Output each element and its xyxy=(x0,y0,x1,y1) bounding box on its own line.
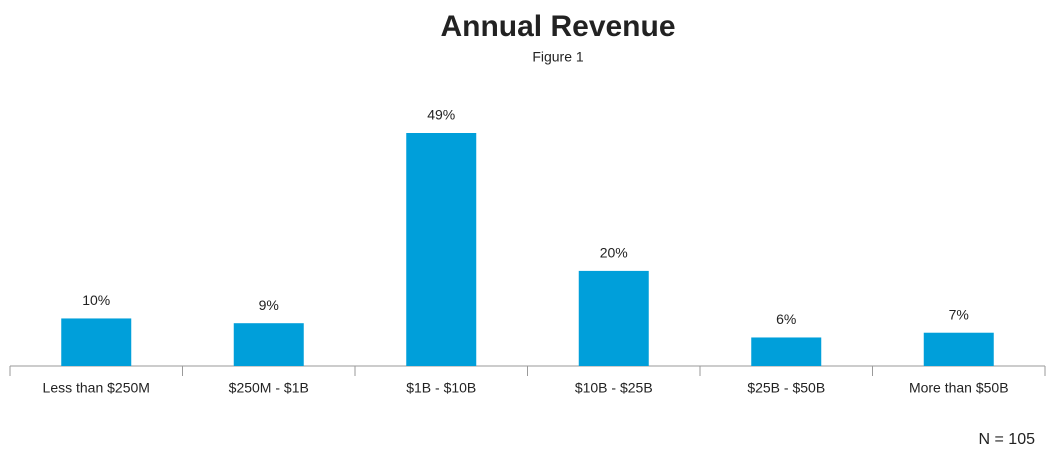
value-label: 6% xyxy=(776,311,796,327)
x-tick-label: Less than $250M xyxy=(43,380,150,396)
x-tick-label: $1B - $10B xyxy=(406,380,476,396)
value-label: 7% xyxy=(949,306,969,322)
value-label: 49% xyxy=(427,107,455,123)
value-label: 20% xyxy=(600,245,628,261)
x-tick-label: $250M - $1B xyxy=(229,380,309,396)
bar xyxy=(751,337,822,366)
bar xyxy=(923,332,994,366)
bar xyxy=(406,133,477,366)
annotation: N = 105 xyxy=(979,431,1036,448)
x-tick-label: $10B - $25B xyxy=(575,380,653,396)
chart-subtitle: Figure 1 xyxy=(532,49,584,65)
bar xyxy=(61,318,132,366)
bar xyxy=(233,323,304,366)
value-label: 10% xyxy=(82,292,110,308)
chart-title: Annual Revenue xyxy=(440,10,675,43)
bar xyxy=(578,270,649,366)
value-label: 9% xyxy=(259,297,279,313)
x-tick-label: $25B - $50B xyxy=(747,380,825,396)
x-tick-label: More than $50B xyxy=(909,380,1009,396)
